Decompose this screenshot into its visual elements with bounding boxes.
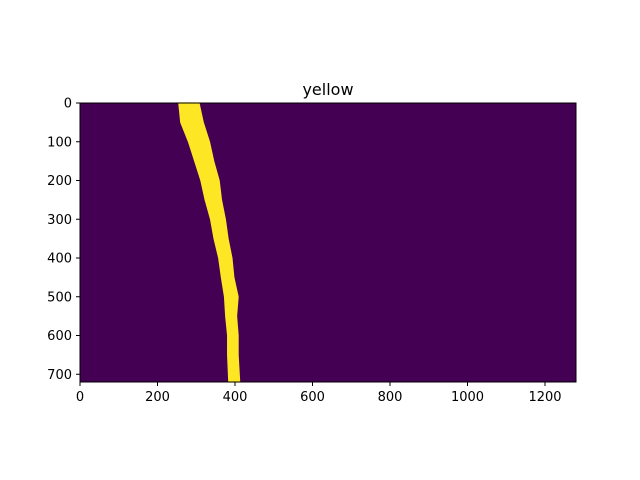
y-tick-label: 600 bbox=[47, 329, 72, 344]
y-tick-label: 300 bbox=[47, 213, 72, 228]
y-tick-label: 700 bbox=[47, 368, 72, 383]
x-tick-label: 400 bbox=[223, 390, 248, 405]
x-tick-label: 0 bbox=[76, 390, 84, 405]
x-tick-label: 1000 bbox=[451, 390, 484, 405]
y-tick-label: 500 bbox=[47, 290, 72, 305]
image-background bbox=[80, 103, 576, 382]
x-tick-label: 1200 bbox=[528, 390, 561, 405]
x-tick-label: 800 bbox=[378, 390, 403, 405]
chart-title: yellow bbox=[302, 80, 353, 99]
y-tick-label: 100 bbox=[47, 135, 72, 150]
y-axis: 0 100 200 300 400 500 600 700 bbox=[47, 97, 80, 383]
y-tick-label: 200 bbox=[47, 174, 72, 189]
x-tick-label: 200 bbox=[145, 390, 170, 405]
plot-area bbox=[79, 102, 577, 383]
x-axis: 0 200 400 600 800 1000 1200 bbox=[76, 382, 562, 405]
y-tick-label: 0 bbox=[64, 97, 72, 112]
x-tick-label: 600 bbox=[300, 390, 325, 405]
y-tick-label: 400 bbox=[47, 252, 72, 267]
axes-frame bbox=[79, 102, 577, 383]
